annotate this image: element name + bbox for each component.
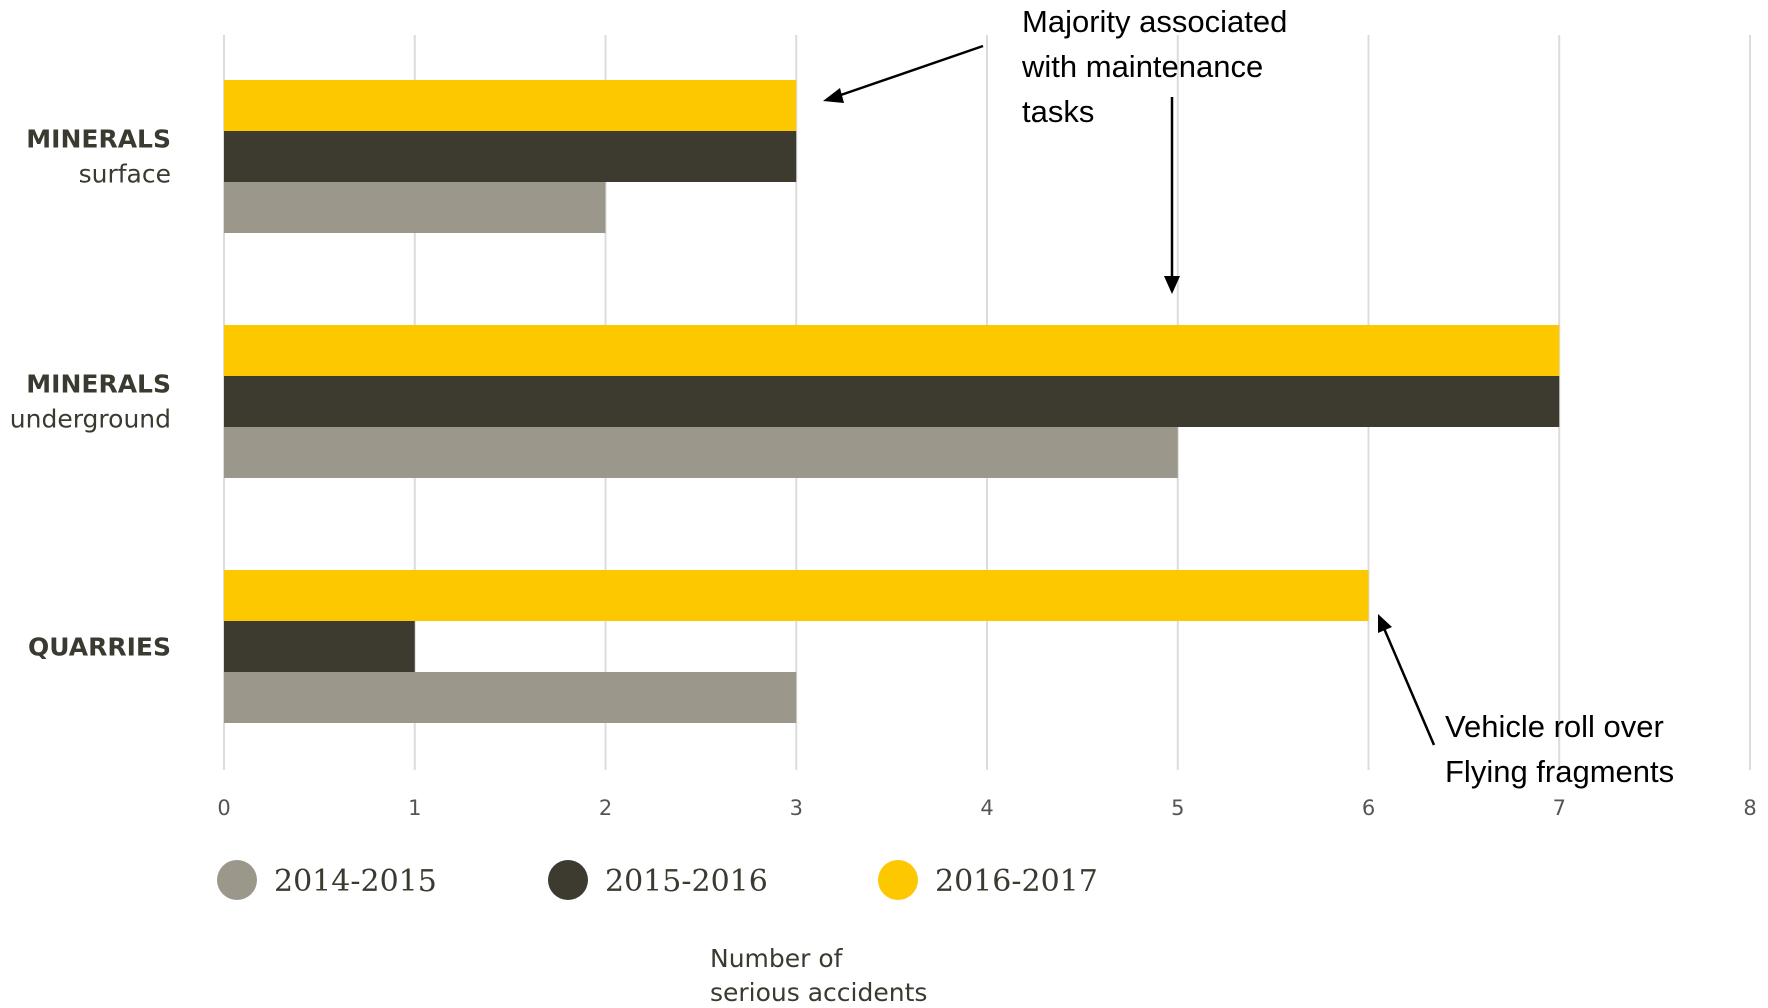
category-labels: MINERALS surface MINERALS underground QUARRI… [10,125,171,662]
category-label-minerals-surface-sub: surface [79,160,171,189]
annotation-quarries: Vehicle roll over Flying fragments [1378,614,1674,789]
annotation-maintenance-line-1: Majority associated [1022,4,1287,39]
bar-minerals-surface-2016-2017 [224,80,797,131]
x-axis-label: Number of serious accidents [710,944,927,1007]
bar-minerals-underground-2014-2015 [224,427,1178,478]
x-axis-label-line-2: serious accidents [710,978,927,1007]
x-tick-label-0: 0 [217,796,230,820]
legend-label-2014-2015: 2014-2015 [274,864,437,899]
bar-minerals-underground-2016-2017 [224,325,1560,376]
category-label-minerals-underground-sub: underground [10,405,171,434]
x-tick-label-4: 4 [980,796,993,820]
category-label-minerals-surface-main: MINERALS [26,125,171,154]
annotation-maintenance-text: Majority associated with maintenance tas… [1021,4,1296,129]
x-axis-label-line-1: Number of [710,944,844,973]
category-label-quarries: QUARRIES [28,633,171,662]
bar-quarries-2015-2016 [224,621,415,672]
legend-swatch-2015-2016 [548,860,588,900]
annotation-arrow-to-surface [834,44,984,99]
annotation-maintenance: Majority associated with maintenance tas… [823,4,1296,294]
legend: 2014-2015 2015-2016 2016-2017 [217,860,1098,900]
legend-label-2016-2017: 2016-2017 [935,864,1098,899]
annotation-arrowhead-quarries [1378,614,1392,633]
x-tick-label-5: 5 [1171,796,1184,820]
annotation-maintenance-line-2: with maintenance [1021,49,1263,84]
legend-label-2015-2016: 2015-2016 [605,864,768,899]
annotation-quarries-line-2: Flying fragments [1445,754,1674,789]
bar-quarries-2016-2017 [224,570,1369,621]
x-tick-label-8: 8 [1743,796,1756,820]
annotation-quarries-text: Vehicle roll over Flying fragments [1445,709,1674,789]
annotation-quarries-line-1: Vehicle roll over [1445,709,1664,744]
x-tick-label-2: 2 [599,796,612,820]
legend-swatch-2014-2015 [217,860,257,900]
bar-minerals-surface-2014-2015 [224,182,606,233]
bar-quarries-2014-2015 [224,672,797,723]
annotation-arrow-to-quarries [1381,625,1436,746]
bars [224,80,1560,723]
annotation-arrowhead-underground [1164,276,1180,294]
annotation-arrowhead-surface [823,88,844,103]
annotation-maintenance-line-3: tasks [1022,94,1094,129]
bar-minerals-underground-2015-2016 [224,376,1560,427]
bar-minerals-surface-2015-2016 [224,131,797,182]
category-label-minerals-underground-main: MINERALS [26,370,171,399]
x-tick-label-6: 6 [1362,796,1375,820]
x-tick-label-3: 3 [790,796,803,820]
x-tick-label-1: 1 [408,796,421,820]
x-tick-label-7: 7 [1553,796,1566,820]
x-tick-labels: 0 1 2 3 4 5 6 7 8 [217,796,1756,820]
legend-swatch-2016-2017 [878,860,918,900]
